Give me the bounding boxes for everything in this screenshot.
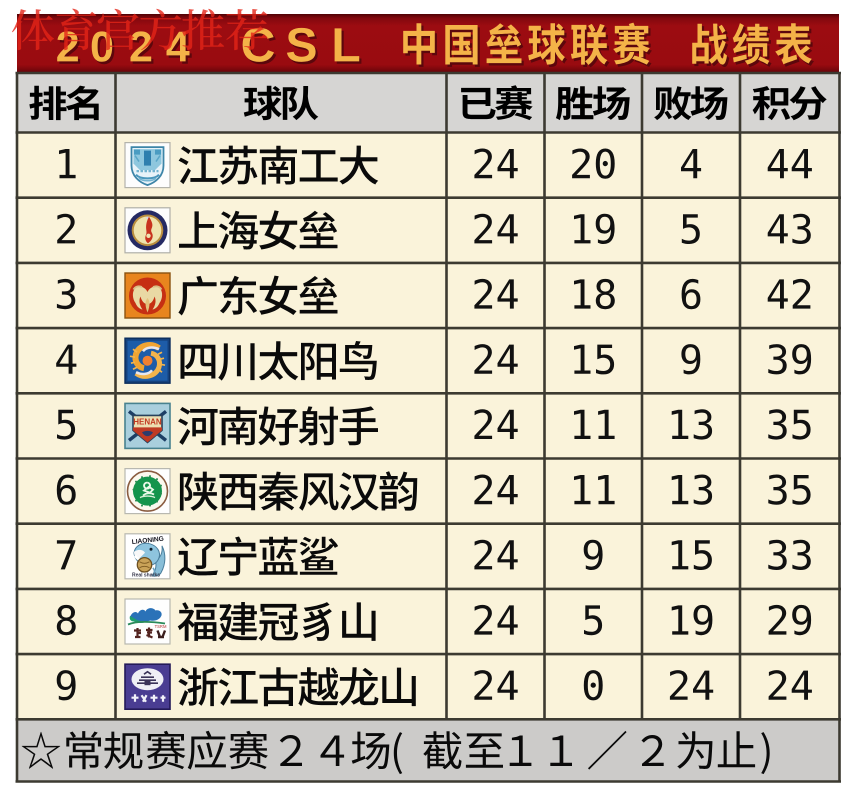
svg-text:HENAN: HENAN (133, 417, 162, 426)
svg-text:LIAONING: LIAONING (131, 536, 164, 546)
svg-text:TSRM: TSRM (155, 624, 167, 629)
svg-text:Real sharks: Real sharks (132, 572, 160, 578)
